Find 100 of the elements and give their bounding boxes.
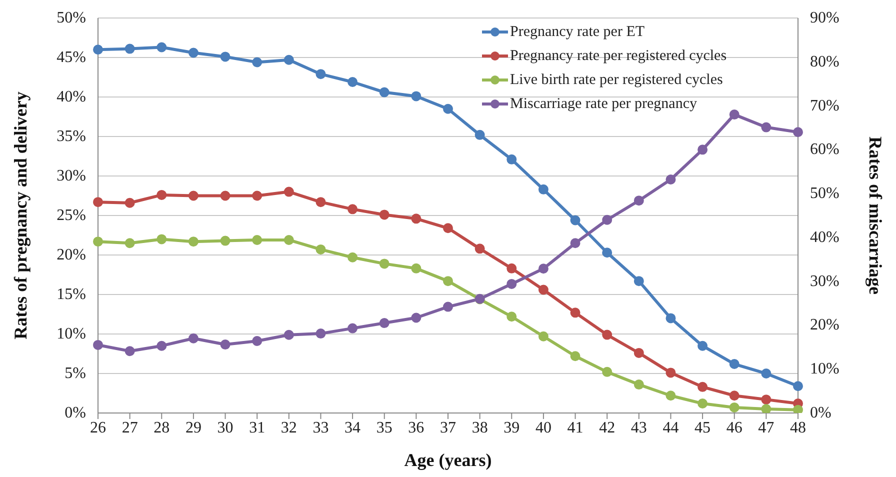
- x-tick-label: 44: [662, 419, 679, 436]
- legend-label: Live birth rate per registered cycles: [510, 71, 723, 90]
- point: [93, 236, 103, 247]
- point: [348, 252, 358, 262]
- point: [729, 402, 740, 412]
- y-tick-label: 30%: [56, 168, 86, 184]
- legend-label: Pregnancy rate per ET: [510, 23, 645, 42]
- point: [188, 190, 198, 201]
- point: [538, 184, 548, 194]
- y2-tick-label: 40%: [810, 228, 840, 246]
- point: [220, 190, 230, 201]
- y2-tick-label: 10%: [810, 360, 840, 378]
- point: [156, 340, 167, 351]
- point: [570, 351, 580, 362]
- point: [602, 366, 612, 377]
- point: [474, 244, 485, 254]
- point: [252, 190, 262, 201]
- legend-label: Miscarriage rate per pregnancy: [510, 95, 697, 114]
- point: [666, 313, 676, 324]
- point: [793, 381, 803, 392]
- point: [188, 48, 198, 58]
- point: [698, 340, 708, 351]
- point: [316, 197, 326, 208]
- point: [761, 394, 772, 405]
- x-tick-label: 30: [217, 419, 234, 436]
- point: [379, 87, 390, 98]
- y2-tick-label: 0%: [810, 404, 832, 422]
- point: [411, 91, 422, 102]
- point: [124, 346, 135, 356]
- point: [570, 308, 580, 318]
- x-tick-label: 46: [726, 419, 742, 436]
- point: [761, 404, 772, 413]
- point: [379, 210, 390, 220]
- x-tick-label: 43: [630, 419, 647, 436]
- point: [666, 174, 676, 185]
- y2-tick-label: 30%: [810, 272, 840, 290]
- x-tick-label: 28: [154, 419, 170, 436]
- point: [93, 340, 103, 350]
- point: [761, 368, 772, 378]
- x-tick-label: 32: [280, 419, 297, 436]
- point: [666, 368, 676, 378]
- point: [124, 198, 135, 208]
- point: [284, 186, 294, 197]
- point: [666, 390, 676, 401]
- point: [284, 234, 294, 245]
- point: [634, 348, 644, 358]
- x-tick-label: 34: [344, 419, 361, 436]
- legend-label: Pregnancy rate per registered cycles: [510, 47, 727, 66]
- point: [348, 76, 358, 87]
- y-tick-label: 45%: [56, 49, 86, 66]
- x-tick-label: 36: [408, 419, 424, 436]
- y2-tick-label: 20%: [810, 316, 840, 334]
- x-tick-label: 45: [694, 419, 711, 436]
- point: [348, 323, 358, 334]
- point: [188, 333, 198, 344]
- y-tick-label: 15%: [56, 286, 86, 303]
- point: [729, 110, 740, 120]
- point: [443, 104, 453, 114]
- point: [156, 234, 167, 244]
- point: [348, 204, 358, 214]
- point: [538, 264, 548, 274]
- point: [252, 57, 262, 68]
- point: [411, 312, 422, 323]
- point: [602, 214, 612, 225]
- point: [506, 263, 517, 274]
- point: [316, 244, 326, 254]
- x-tick-label: 41: [567, 419, 584, 436]
- y2-tick-label: 70%: [810, 97, 840, 114]
- x-tick-label: 42: [599, 419, 616, 436]
- x-tick-label: 35: [376, 419, 392, 436]
- y-tick-label: 35%: [56, 128, 86, 145]
- y-tick-label: 10%: [56, 326, 86, 342]
- point: [379, 318, 390, 328]
- x-tick-label: 39: [504, 419, 520, 436]
- point: [316, 69, 326, 80]
- y-tick-label: 5%: [64, 365, 86, 382]
- point: [411, 263, 422, 274]
- y2-tick-label: 90%: [810, 10, 840, 26]
- point: [443, 302, 453, 312]
- x-tick-label: 29: [185, 419, 202, 436]
- point: [443, 276, 453, 286]
- y-tick-label: 25%: [56, 207, 86, 224]
- point: [698, 144, 708, 155]
- y2-tick-label: 60%: [810, 141, 840, 158]
- x-tick-label: 38: [472, 419, 488, 436]
- y-axis-title: Rates of pregnancy and delivery: [10, 92, 30, 340]
- point: [220, 236, 230, 246]
- point: [793, 127, 803, 138]
- point: [538, 331, 548, 342]
- point: [634, 196, 644, 206]
- point: [506, 154, 517, 164]
- point: [729, 390, 740, 401]
- point: [284, 330, 294, 340]
- point: [316, 328, 326, 339]
- point: [156, 42, 167, 52]
- x-tick-label: 40: [535, 419, 552, 436]
- point: [156, 190, 167, 200]
- point: [506, 278, 517, 289]
- point: [506, 312, 517, 322]
- y-tick-label: 40%: [56, 88, 86, 106]
